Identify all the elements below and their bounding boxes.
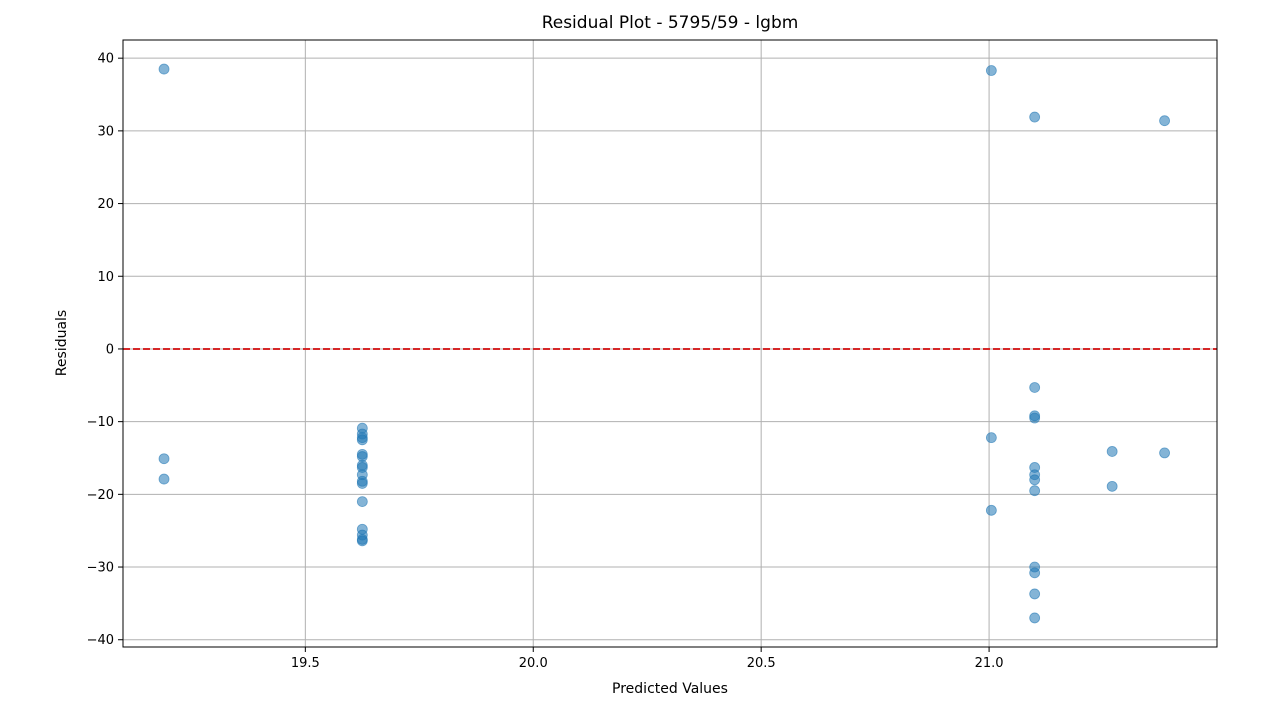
x-axis-label: Predicted Values bbox=[612, 681, 728, 697]
plot-area-frame bbox=[122, 39, 1218, 648]
residual-point bbox=[158, 473, 170, 485]
residual-point bbox=[158, 63, 170, 75]
residual-point bbox=[356, 434, 368, 446]
residual-point bbox=[1159, 115, 1170, 127]
grid-lines bbox=[123, 40, 1217, 647]
residual-point bbox=[985, 65, 997, 76]
residual-point bbox=[1029, 382, 1041, 393]
residual-point bbox=[356, 478, 368, 489]
y-tick-label: 20 bbox=[97, 197, 114, 212]
residual-point bbox=[1029, 567, 1041, 579]
y-tick-label: 0 bbox=[106, 342, 114, 357]
x-tick-label: 21.0 bbox=[975, 656, 1004, 671]
x-axis-ticks: 19.5 20.0 20.5 21.0 bbox=[291, 647, 1004, 671]
residual-point bbox=[356, 496, 368, 508]
residual-point bbox=[158, 453, 170, 465]
residual-point bbox=[1029, 474, 1041, 486]
y-tick-label: −20 bbox=[87, 488, 114, 503]
residual-point bbox=[985, 432, 997, 444]
y-tick-label: −40 bbox=[87, 633, 114, 648]
y-tick-label: 10 bbox=[97, 270, 114, 285]
residual-point bbox=[1029, 412, 1041, 424]
residual-point bbox=[1029, 612, 1041, 624]
data-points bbox=[158, 63, 1170, 624]
residual-point bbox=[1106, 446, 1118, 457]
residual-point bbox=[985, 504, 997, 516]
y-tick-label: −30 bbox=[87, 561, 114, 576]
x-tick-label: 20.5 bbox=[747, 656, 776, 671]
residual-point bbox=[1106, 480, 1118, 492]
y-axis-label: Residuals bbox=[54, 310, 70, 376]
residual-point bbox=[1159, 447, 1170, 459]
residual-point bbox=[1029, 111, 1041, 123]
y-tick-label: 40 bbox=[97, 52, 114, 67]
y-axis-ticks: −40 −30 −20 −10 0 10 20 30 40 bbox=[87, 52, 123, 648]
x-tick-label: 20.0 bbox=[519, 656, 548, 671]
x-tick-label: 19.5 bbox=[291, 656, 320, 671]
chart-title: Residual Plot - 5795/59 - lgbm bbox=[542, 13, 799, 33]
residual-point bbox=[1029, 485, 1041, 497]
residual-point bbox=[356, 535, 368, 547]
y-tick-label: 30 bbox=[97, 124, 114, 139]
y-tick-label: −10 bbox=[87, 415, 114, 430]
residual-point bbox=[1029, 588, 1041, 600]
